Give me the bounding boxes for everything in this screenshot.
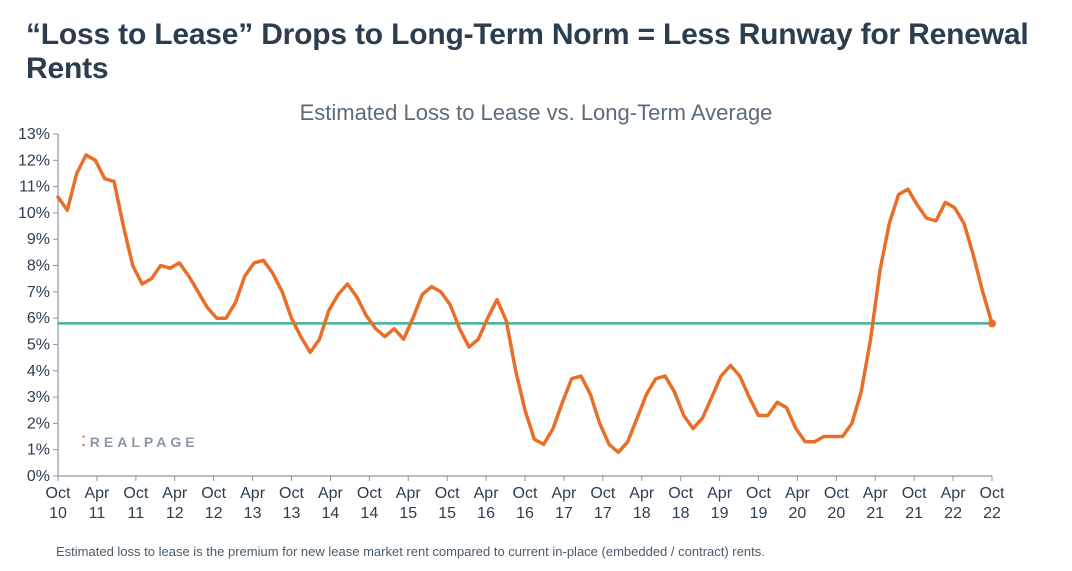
x-tick-label-month: Apr [318, 485, 344, 502]
x-tick-label-month: Apr [240, 485, 266, 502]
x-tick-label-month: Oct [201, 485, 226, 502]
x-tick-label-year: 15 [438, 505, 456, 522]
x-tick-label-year: 17 [594, 505, 612, 522]
x-tick-label-month: Oct [123, 485, 148, 502]
x-tick-label-year: 20 [827, 505, 845, 522]
x-tick-label-month: Oct [980, 485, 1004, 502]
x-tick-label-month: Oct [590, 485, 615, 502]
y-tick-label: 11% [19, 179, 50, 196]
x-tick-label-month: Oct [357, 485, 382, 502]
y-tick-label: 6% [27, 310, 50, 327]
y-tick-label: 10% [18, 205, 50, 222]
x-tick-label-month: Apr [941, 485, 967, 502]
x-tick-label-month: Apr [707, 485, 733, 502]
x-tick-label-month: Apr [474, 485, 500, 502]
x-tick-label-year: 14 [360, 505, 378, 522]
brand-text: REALPAGE [90, 434, 199, 450]
x-tick-label-year: 16 [477, 505, 495, 522]
x-tick-label-month: Oct [668, 485, 693, 502]
x-tick-label-year: 17 [555, 505, 573, 522]
line-chart: 0% 1% 2% 3% 4% 5% 6% 7% 8% 9% 10% 11% 12% 13% Oct 10 Apr… [0, 100, 1004, 530]
y-tick-label: 1% [27, 442, 50, 459]
x-tick-label-month: Apr [162, 485, 188, 502]
x-tick-label-month: Apr [396, 485, 422, 502]
y-tick-label: 5% [27, 336, 50, 353]
chart-subtitle: Estimated Loss to Lease vs. Long-Term Av… [0, 100, 1072, 126]
y-tick-label: 12% [18, 152, 50, 169]
x-tick-label-year: 10 [49, 505, 67, 522]
x-tick-label-month: Oct [902, 485, 927, 502]
y-tick-label: 9% [27, 231, 50, 248]
x-tick-label-year: 11 [89, 505, 106, 522]
x-tick-label-year: 22 [944, 505, 962, 522]
x-tick-label-month: Oct [46, 485, 71, 502]
series-end-marker [988, 319, 996, 327]
page-title: “Loss to Lease” Drops to Long-Term Norm … [0, 0, 1072, 90]
x-tick-label-year: 20 [789, 505, 807, 522]
x-tick-label-year: 18 [633, 505, 651, 522]
x-tick-label-month: Oct [513, 485, 538, 502]
x-tick-label-month: Oct [746, 485, 771, 502]
x-tick-label-year: 13 [283, 505, 301, 522]
y-tick-label: 13% [18, 126, 50, 143]
x-tick-label-year: 19 [750, 505, 768, 522]
x-tick-label-year: 18 [672, 505, 690, 522]
brand-watermark: ⁚ REALPAGE [81, 434, 198, 451]
x-tick-label-month: Oct [435, 485, 460, 502]
chart-footnote: Estimated loss to lease is the premium f… [0, 530, 1072, 559]
x-tick-label-year: 11 [128, 505, 145, 522]
x-tick-label-month: Apr [551, 485, 577, 502]
x-tick-label-year: 22 [983, 505, 1001, 522]
x-tick-label-year: 16 [516, 505, 534, 522]
y-tick-label: 3% [27, 389, 50, 406]
x-tick-label-year: 12 [205, 505, 223, 522]
x-tick-label-month: Apr [629, 485, 655, 502]
x-tick-label-month: Oct [824, 485, 849, 502]
x-tick-label-year: 13 [244, 505, 262, 522]
x-tick-label-month: Apr [863, 485, 889, 502]
x-tick-label-month: Apr [785, 485, 811, 502]
chart-container: Estimated Loss to Lease vs. Long-Term Av… [0, 100, 1072, 530]
y-tick-label: 8% [27, 258, 50, 275]
x-tick-label-year: 15 [399, 505, 417, 522]
x-tick-label-month: Apr [84, 485, 110, 502]
x-tick-label-year: 14 [322, 505, 340, 522]
x-tick-label-month: Oct [279, 485, 304, 502]
y-tick-label: 4% [27, 363, 50, 380]
x-tick-label-year: 21 [905, 505, 923, 522]
loss-to-lease-series [58, 155, 992, 452]
y-tick-label: 7% [27, 284, 50, 301]
y-tick-label: 0% [27, 468, 50, 485]
x-tick-label-year: 19 [711, 505, 729, 522]
brand-dots-icon: ⁚ [81, 433, 85, 449]
x-tick-label-year: 21 [866, 505, 884, 522]
x-tick-label-year: 12 [166, 505, 184, 522]
y-tick-label: 2% [27, 415, 50, 432]
